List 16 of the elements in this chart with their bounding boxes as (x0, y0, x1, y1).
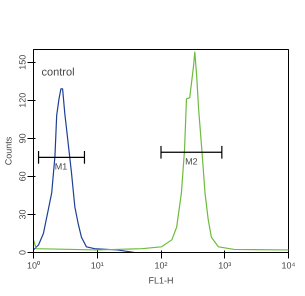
annotation: M1 (54, 161, 68, 172)
annotation: control (42, 66, 75, 78)
x-tick-label: 10⁴ (282, 260, 296, 270)
y-tick-label: 150 (18, 54, 28, 70)
y-tick-label: 120 (18, 92, 28, 108)
x-tick-label: 10⁰ (26, 260, 40, 270)
annotation: M2 (185, 156, 198, 166)
y-tick-label: 90 (18, 133, 28, 144)
x-axis-title: FL1-H (148, 276, 174, 286)
x-tick-label: 10³ (218, 260, 232, 270)
y-axis-title: Counts (4, 136, 14, 166)
y-tick-label: 60 (18, 171, 28, 182)
y-tick-label: 0 (18, 250, 28, 256)
x-tick-label: 10² (154, 260, 168, 270)
y-tick-label: 30 (18, 209, 28, 220)
x-tick-label: 10¹ (90, 260, 104, 270)
